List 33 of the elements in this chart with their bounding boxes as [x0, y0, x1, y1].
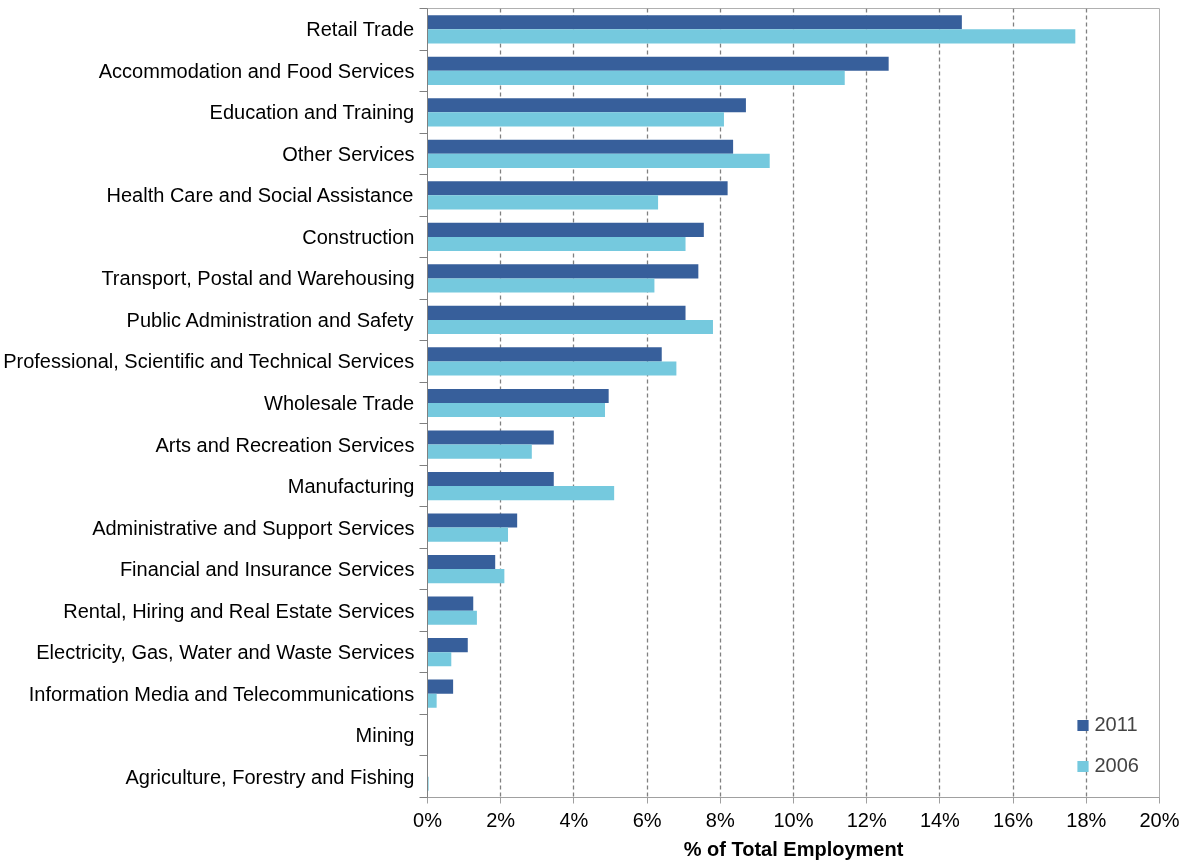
- y-tick-label: Professional, Scientific and Technical Services: [3, 350, 415, 373]
- x-tick-label: 16%: [993, 808, 1034, 831]
- x-tick-label: 12%: [846, 808, 887, 831]
- y-tick-label: Public Administration and Safety: [126, 308, 414, 331]
- y-tick-label: Other Services: [282, 142, 415, 165]
- y-tick-label: Wholesale Trade: [264, 392, 415, 414]
- x-tick-label: 4%: [559, 808, 589, 831]
- y-tick-label: Electricity, Gas, Water and Waste Services: [36, 641, 415, 664]
- x-tick-label: 10%: [773, 808, 814, 831]
- x-tick-label: 20%: [1139, 808, 1180, 831]
- x-tick-label: 8%: [705, 808, 735, 831]
- y-tick-label: Education and Training: [209, 101, 415, 124]
- x-tick-label: 18%: [1066, 808, 1107, 831]
- x-axis-title: % of Total Employment: [683, 837, 904, 860]
- legend-label: 2006: [1094, 754, 1139, 777]
- x-tick-label: 2%: [486, 808, 516, 831]
- y-tick-label: Accommodation and Food Services: [98, 59, 415, 82]
- legend-label: 2011: [1094, 713, 1138, 736]
- x-tick-label: 6%: [632, 808, 662, 831]
- y-tick-label: Retail Trade: [306, 18, 415, 41]
- x-tick-label: 0%: [413, 808, 443, 831]
- y-tick-label: Administrative and Support Services: [92, 516, 415, 539]
- y-tick-label: Arts and Recreation Services: [155, 433, 415, 456]
- y-tick-label: Transport, Postal and Warehousing: [101, 267, 415, 290]
- y-tick-label: Financial and Insurance Services: [119, 558, 415, 581]
- y-tick-label: Health Care and Social Assistance: [106, 184, 414, 207]
- y-tick-label: Manufacturing: [287, 475, 415, 498]
- y-tick-label: Information Media and Telecommunications: [28, 682, 415, 705]
- y-tick-label: Agriculture, Forestry and Fishing: [125, 765, 415, 788]
- y-tick-label: Construction: [302, 225, 415, 248]
- y-tick-label: Rental, Hiring and Real Estate Services: [63, 599, 415, 622]
- y-tick-label: Mining: [355, 724, 415, 747]
- x-tick-label: 14%: [919, 808, 961, 831]
